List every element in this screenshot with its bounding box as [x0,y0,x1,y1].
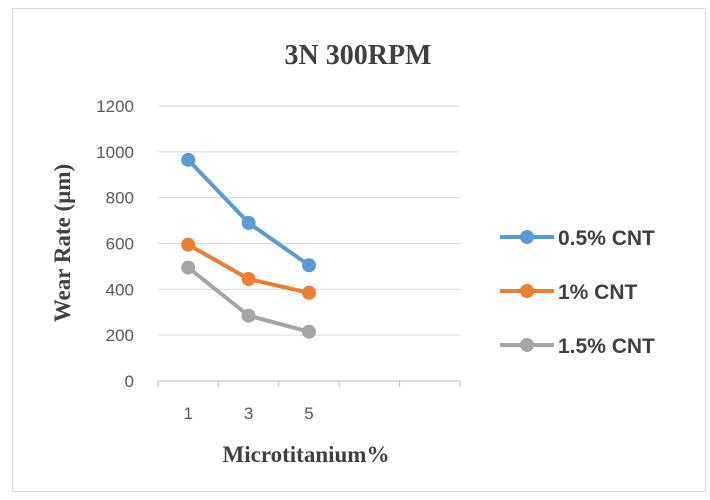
x-tick-label: 3 [244,404,253,423]
series [181,237,316,300]
data-point [241,215,256,230]
legend-entry: 1.5% CNT [500,335,655,358]
y-axis-title: Wear Rate (µm) [50,164,75,322]
legend-marker [520,230,534,244]
data-point [181,260,196,275]
data-point [302,324,316,339]
x-tick-label: 1 [183,404,192,423]
legend-entry: 1% CNT [500,281,638,304]
legend-marker [520,284,534,298]
data-point [181,237,196,252]
legend-marker [520,338,534,352]
legend-label: 0.5% CNT [558,227,655,250]
y-tick-label: 400 [106,280,134,299]
x-axis-title: Microtitanium% [223,442,390,467]
x-axis-tick-labels: 1 3 5 [183,404,313,423]
series-line [186,157,311,268]
legend-entry: 0.5% CNT [500,227,655,250]
series [181,152,316,273]
y-tick-label: 0 [125,372,134,391]
y-tick-label: 800 [106,189,134,208]
data-point [181,152,196,167]
y-tick-label: 1000 [96,143,134,162]
y-tick-label: 1200 [96,97,134,116]
x-tick-label: 5 [304,404,313,423]
series-lines [181,152,316,339]
chart-title: 3N 300RPM [285,40,432,71]
y-tick-label: 200 [106,326,134,345]
y-tick-label: 600 [106,235,134,254]
legend-label: 1.5% CNT [558,335,655,358]
gridlines [157,105,461,387]
legend-label: 1% CNT [558,281,638,304]
data-point [302,285,316,300]
data-point [241,308,256,323]
series [181,260,316,339]
legend: 0.5% CNT 1% CNT 1.5% CNT [500,227,655,358]
y-axis-tick-labels: 0 200 400 600 800 1000 1200 [96,97,134,391]
chart-frame [12,8,706,492]
data-point [241,272,256,287]
data-point [302,258,316,273]
